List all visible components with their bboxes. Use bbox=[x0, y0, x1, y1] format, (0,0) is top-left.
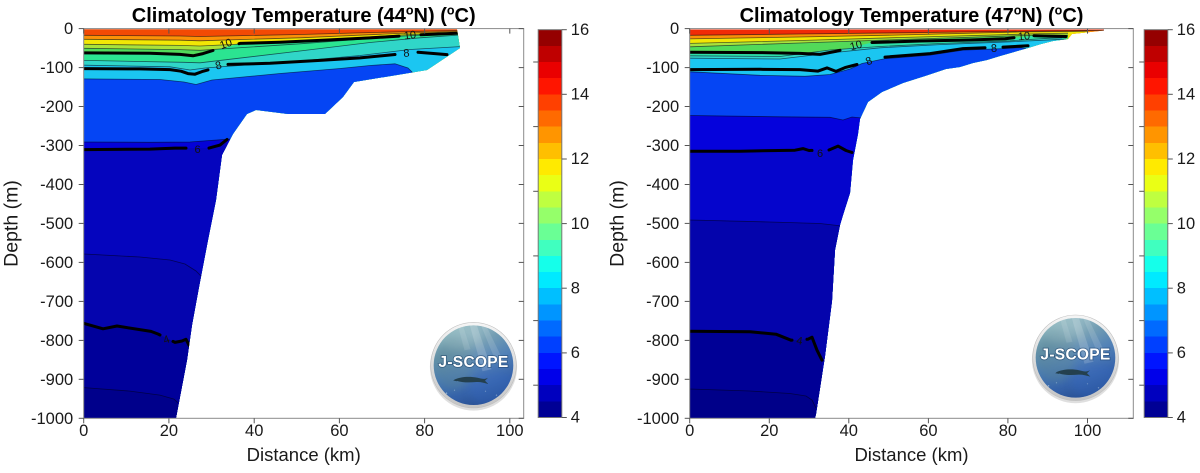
svg-text:-100: -100 bbox=[646, 59, 679, 77]
svg-text:-900: -900 bbox=[646, 371, 679, 389]
svg-text:4: 4 bbox=[795, 335, 803, 348]
svg-text:-600: -600 bbox=[646, 254, 679, 272]
svg-text:8: 8 bbox=[991, 43, 998, 55]
svg-text:14: 14 bbox=[1177, 86, 1195, 104]
svg-text:10: 10 bbox=[403, 29, 417, 42]
svg-text:10: 10 bbox=[1177, 215, 1195, 233]
svg-text:-1000: -1000 bbox=[637, 410, 679, 428]
svg-text:-1000: -1000 bbox=[31, 410, 73, 428]
svg-text:-600: -600 bbox=[40, 254, 73, 272]
svg-text:Distance (km): Distance (km) bbox=[854, 444, 968, 465]
svg-text:4: 4 bbox=[162, 333, 172, 346]
svg-text:10: 10 bbox=[571, 215, 589, 233]
svg-text:8: 8 bbox=[214, 59, 223, 72]
svg-text:20: 20 bbox=[160, 422, 178, 440]
svg-text:-900: -900 bbox=[40, 371, 73, 389]
svg-text:8: 8 bbox=[1177, 279, 1186, 297]
svg-text:100: 100 bbox=[1074, 422, 1102, 440]
svg-text:6: 6 bbox=[571, 344, 580, 362]
svg-text:60: 60 bbox=[919, 422, 937, 440]
svg-text:0: 0 bbox=[79, 422, 88, 440]
svg-text:4: 4 bbox=[571, 409, 580, 427]
svg-text:16: 16 bbox=[571, 21, 589, 39]
svg-text:8: 8 bbox=[403, 48, 410, 60]
svg-text:10: 10 bbox=[1017, 30, 1030, 43]
svg-text:60: 60 bbox=[330, 422, 348, 440]
svg-text:80: 80 bbox=[999, 422, 1017, 440]
svg-text:-700: -700 bbox=[646, 293, 679, 311]
svg-text:-100: -100 bbox=[40, 59, 73, 77]
svg-text:Climatology Temperature (44oN): Climatology Temperature (44oN) (oC) bbox=[132, 3, 476, 27]
svg-text:40: 40 bbox=[245, 422, 263, 440]
svg-text:14: 14 bbox=[571, 86, 589, 104]
svg-text:12: 12 bbox=[1177, 150, 1195, 168]
svg-text:-500: -500 bbox=[646, 215, 679, 233]
svg-text:10: 10 bbox=[849, 39, 864, 54]
svg-text:Distance (km): Distance (km) bbox=[247, 444, 361, 465]
svg-text:12: 12 bbox=[571, 150, 589, 168]
svg-text:100: 100 bbox=[496, 422, 524, 440]
svg-text:-400: -400 bbox=[40, 176, 73, 194]
svg-text:0: 0 bbox=[64, 20, 73, 38]
svg-text:4: 4 bbox=[1177, 409, 1186, 427]
svg-text:-400: -400 bbox=[646, 176, 679, 194]
svg-text:-200: -200 bbox=[40, 98, 73, 116]
svg-text:-300: -300 bbox=[40, 137, 73, 155]
svg-text:6: 6 bbox=[817, 148, 823, 160]
svg-text:8: 8 bbox=[864, 55, 874, 68]
svg-text:-200: -200 bbox=[646, 98, 679, 116]
svg-text:0: 0 bbox=[685, 422, 694, 440]
svg-text:6: 6 bbox=[1177, 344, 1186, 362]
svg-text:-800: -800 bbox=[40, 332, 73, 350]
svg-text:Climatology Temperature (47oN): Climatology Temperature (47oN) (oC) bbox=[740, 3, 1084, 27]
svg-text:80: 80 bbox=[415, 422, 433, 440]
svg-text:6: 6 bbox=[194, 144, 200, 156]
svg-text:-500: -500 bbox=[40, 215, 73, 233]
svg-text:16: 16 bbox=[1177, 21, 1195, 39]
svg-text:Depth (m): Depth (m) bbox=[1, 180, 23, 267]
svg-text:Depth (m): Depth (m) bbox=[607, 180, 629, 267]
svg-text:20: 20 bbox=[760, 422, 778, 440]
svg-text:0: 0 bbox=[670, 20, 679, 38]
svg-text:10: 10 bbox=[218, 37, 234, 52]
svg-text:-800: -800 bbox=[646, 332, 679, 350]
svg-text:8: 8 bbox=[571, 279, 580, 297]
svg-text:40: 40 bbox=[840, 422, 858, 440]
svg-text:-700: -700 bbox=[40, 293, 73, 311]
svg-text:-300: -300 bbox=[646, 137, 679, 155]
